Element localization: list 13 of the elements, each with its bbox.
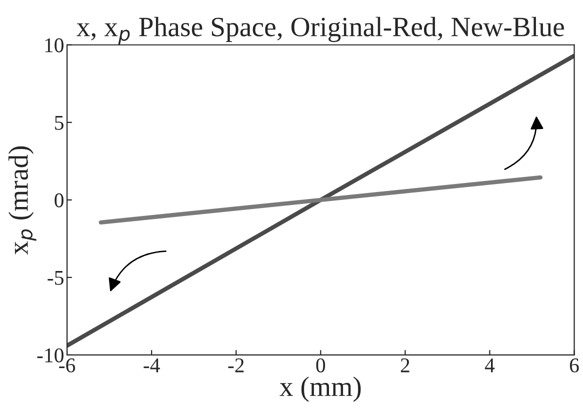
x-axis-title: x (mm)	[280, 376, 361, 402]
x-tick-label: 6	[570, 358, 579, 372]
chart-title: x, x$_{p}$ Phase Space, Original-Red, New-Blue	[76, 16, 564, 45]
y-tick-label: 5	[55, 116, 64, 130]
x-tick-label: 2	[400, 358, 410, 372]
x-tick-label: -4	[144, 358, 160, 372]
x-tick-label: 4	[484, 358, 495, 372]
y-tick-label: 10	[45, 38, 64, 52]
y-axis-title: x$_{p}$ (mrad)	[8, 146, 36, 255]
x-tick-label: -2	[228, 358, 244, 372]
y-tick-label: 0	[54, 193, 64, 208]
y-tick-label: -5	[48, 271, 64, 285]
x-tick-label: 0	[316, 358, 326, 372]
